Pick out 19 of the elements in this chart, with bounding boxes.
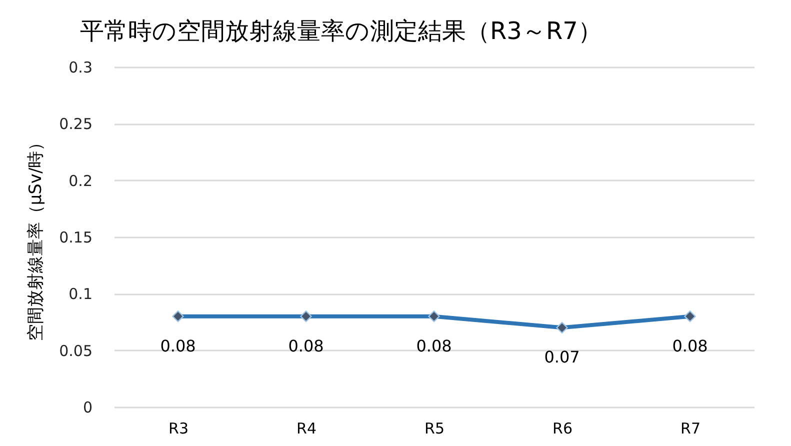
data-label: 0.07 (544, 348, 580, 367)
data-label: 0.08 (672, 336, 708, 356)
y-tick-label: 0.15 (59, 228, 92, 246)
data-label: 0.08 (160, 336, 196, 356)
y-tick-label: 0.1 (68, 285, 92, 304)
x-tick-label: R6 (552, 420, 572, 438)
y-tick-label: 0.05 (59, 342, 92, 360)
y-tick-label: 0.25 (59, 115, 92, 134)
data-label: 0.08 (416, 336, 452, 356)
x-tick-label: R7 (680, 420, 700, 438)
y-axis-title: 空間放射線量率（μSv/時） (26, 134, 46, 342)
y-tick-label: 0.3 (68, 58, 92, 76)
data-label: 0.08 (288, 336, 324, 356)
y-tick-label: 0 (82, 398, 92, 416)
x-tick-label: R5 (424, 420, 444, 438)
x-tick-label: R3 (168, 420, 188, 438)
x-tick-label: R4 (296, 420, 316, 438)
chart-title: 平常時の空間放射線量率の測定結果（R3～R7） (80, 17, 602, 45)
y-tick-label: 0.2 (68, 172, 92, 190)
